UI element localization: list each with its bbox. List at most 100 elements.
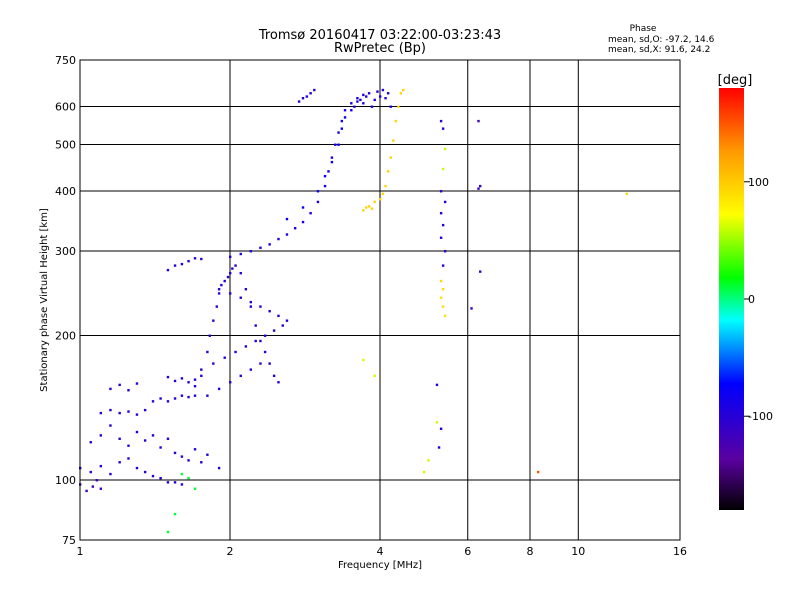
data-point: [479, 270, 482, 273]
data-point: [143, 439, 147, 442]
data-point: [173, 264, 177, 267]
data-point: [362, 102, 365, 105]
data-point: [173, 451, 177, 455]
data-point: [301, 220, 305, 224]
data-point: [220, 283, 223, 287]
data-point: [217, 387, 221, 391]
y-tick-label: 400: [55, 185, 76, 198]
data-point: [439, 119, 443, 123]
data-point: [135, 466, 139, 470]
data-point: [386, 92, 390, 95]
y-tick-label: 200: [55, 330, 76, 343]
data-point: [389, 105, 392, 108]
colorbar-tick-label: -100: [748, 410, 773, 423]
data-point: [187, 459, 190, 462]
data-point: [373, 374, 376, 378]
data-point: [359, 98, 362, 102]
data-point: [367, 205, 371, 208]
data-point: [285, 217, 289, 221]
data-point: [373, 98, 376, 102]
data-point: [386, 170, 390, 173]
data-point: [159, 476, 162, 480]
data-point: [309, 92, 312, 95]
data-point: [200, 257, 203, 261]
data-point: [166, 375, 170, 379]
plot-frame: [79, 59, 681, 541]
data-point: [217, 466, 221, 470]
data-point: [254, 324, 257, 327]
x-tick-label: 8: [527, 545, 534, 558]
data-point: [91, 485, 95, 488]
data-point: [99, 487, 103, 490]
chart-subtitle: RwPretec (Bp): [334, 41, 426, 56]
data-point: [151, 474, 155, 478]
x-axis-label: Frequency [MHz]: [338, 560, 422, 571]
data-point: [337, 143, 340, 146]
data-point: [263, 350, 267, 354]
y-tick-label: 75: [62, 534, 76, 547]
data-point: [223, 279, 226, 283]
data-point: [239, 374, 242, 378]
data-point: [441, 288, 445, 291]
data-point: [159, 446, 162, 449]
y-tick-label: 600: [55, 101, 76, 114]
data-point: [441, 223, 445, 227]
data-point: [127, 444, 130, 447]
data-point: [439, 212, 443, 215]
data-point: [229, 271, 232, 275]
data-point: [89, 441, 92, 444]
data-point: [470, 307, 473, 310]
data-point: [244, 345, 248, 348]
data-point: [293, 227, 297, 230]
data-point: [379, 198, 382, 201]
data-point: [381, 88, 385, 92]
data-point: [229, 381, 232, 384]
data-point: [212, 362, 215, 365]
data-point: [239, 252, 242, 256]
data-point: [439, 236, 443, 239]
data-point: [323, 174, 327, 178]
data-point: [206, 394, 209, 397]
data-point: [226, 275, 230, 279]
data-point: [173, 397, 177, 400]
data-point: [118, 437, 121, 440]
data-point: [334, 143, 337, 146]
data-point: [441, 264, 445, 267]
data-point: [217, 292, 221, 295]
data-point: [166, 400, 170, 403]
data-point: [340, 127, 344, 130]
data-point: [435, 383, 439, 387]
data-point: [89, 470, 92, 474]
data-point: [297, 100, 301, 103]
data-point: [384, 184, 387, 188]
data-point: [127, 389, 130, 392]
data-point: [200, 368, 203, 371]
data-point: [187, 381, 190, 384]
colorbar: [719, 88, 744, 510]
phase-stats-x: mean, sd,X: 91.6, 24.2: [608, 45, 710, 55]
data-point: [143, 470, 147, 474]
data-point: [234, 350, 237, 354]
data-point: [263, 334, 267, 337]
data-point: [477, 119, 480, 123]
data-point: [206, 453, 209, 456]
data-point: [353, 105, 356, 108]
data-point: [85, 489, 88, 493]
data-point: [231, 267, 234, 270]
data-point: [301, 206, 305, 209]
data-point: [135, 430, 139, 434]
data-point: [281, 324, 284, 327]
data-point: [259, 305, 262, 308]
data-point: [234, 264, 237, 267]
x-axis-ticks: 1 2 4 6 8 10 16: [77, 545, 688, 558]
data-point: [249, 305, 253, 308]
data-point: [277, 381, 280, 384]
data-point: [215, 305, 219, 308]
data-point: [397, 105, 400, 108]
data-point: [99, 464, 103, 468]
phase-stats-heading: Phase: [630, 24, 657, 34]
data-point: [330, 156, 334, 159]
data-point: [277, 237, 280, 241]
data-point: [439, 279, 443, 283]
data-point: [95, 479, 99, 482]
